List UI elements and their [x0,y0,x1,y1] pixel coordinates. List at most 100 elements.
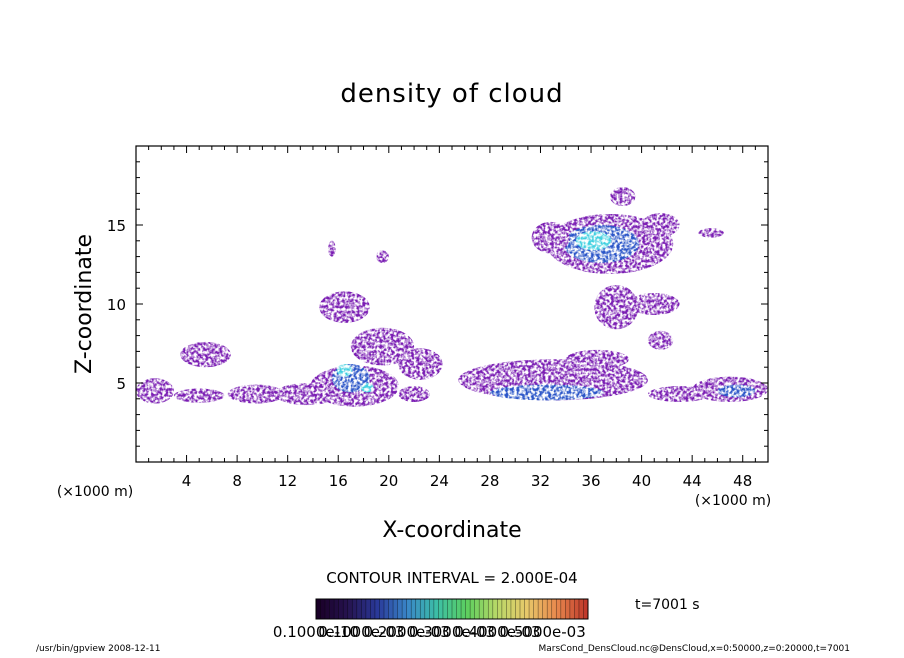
colorbar-swatch [325,599,330,619]
colorbar-swatch [406,599,412,619]
cloud-region [531,221,570,254]
colorbar-swatch [374,599,380,619]
colorbar-swatch [483,599,489,619]
colorbar-swatch [379,599,385,619]
cloud-region [641,213,680,237]
colorbar-swatch [356,599,362,619]
colorbar-swatch [488,599,494,619]
x-unit-label: (×1000 m) [695,493,771,509]
colorbar-swatch [370,599,376,619]
colorbar-label: 0.1000e-10 [273,623,359,641]
y-tick-label: 10 [107,296,126,314]
colorbar-swatch [402,599,407,619]
colorbar-label: 0.1000e-03 [318,623,404,641]
cloud-region [398,386,430,402]
cloud-region [610,187,636,207]
footer-left: /usr/bin/gpview 2008-12-11 [36,644,160,654]
cloud-region [489,384,604,401]
colorbar-swatch [492,599,498,619]
colorbar-swatch [520,599,525,619]
z-unit-label: (×1000 m) [57,484,133,500]
colorbar-swatch [447,599,453,619]
x-tick-label: 36 [581,472,600,490]
chart-title: density of cloud [340,79,563,109]
colorbar [315,599,589,619]
x-tick-label: 4 [182,472,192,490]
time-label: t=7001 s [635,597,700,613]
colorbar-frame [315,598,589,620]
colorbar-swatch [565,599,571,619]
colorbar-swatch [329,599,335,619]
colorbar-label: 0.5000e-03 [500,623,586,641]
cloud-region [328,240,336,257]
colorbar-swatch [429,599,435,619]
colorbar-swatch [574,599,580,619]
colorbar-label: 0.4000e-03 [454,623,540,641]
cloud-region [398,348,443,380]
colorbar-swatch [529,599,534,619]
x-axis-label: X-coordinate [382,518,521,543]
contour-interval: CONTOUR INTERVAL = 2.000E-04 [326,569,577,587]
cloud-region [376,250,389,263]
cloud-region [717,384,756,398]
footer-right: MarsCond_DensCloud.nc@DensCloud,x=0:5000… [539,644,851,654]
colorbar-swatch [510,599,516,619]
colorbar-swatch [316,599,321,619]
x-tick-label: 8 [232,472,242,490]
colorbar-swatch [365,599,371,619]
colorbar-swatch [515,599,521,619]
colorbar-swatch [343,599,349,619]
cloud-region [319,291,370,323]
x-tick-label: 44 [683,472,702,490]
colorbar-swatch [393,599,398,619]
x-tick-labels: 4 8 12 16 20 24 28 32 36 40 44 48 [182,472,752,490]
cloud-region [565,349,629,369]
y-axis-label: Z-coordinate [72,234,97,374]
colorbar-swatch [533,599,539,619]
colorbar-swatch [542,599,548,619]
colorbar-swatch [538,599,543,619]
x-tick-label: 28 [480,472,499,490]
axis-ticks [136,146,768,462]
colorbar-swatch [465,599,471,619]
colorbar-swatch [497,599,503,619]
colorbar-swatch [506,599,512,619]
x-tick-label: 48 [733,472,752,490]
colorbar-swatch [560,599,566,619]
colorbar-swatch [547,599,553,619]
colorbar-swatch [433,599,439,619]
colorbar-swatch [442,599,448,619]
colorbar-swatch [470,599,475,619]
colorbar-label: 0.2000e-03 [364,623,450,641]
colorbar-swatch [474,599,480,619]
x-tick-label: 24 [430,472,449,490]
colorbar-swatch [501,599,507,619]
cloud-region [575,231,612,251]
cloud-region [698,228,724,238]
colorbar-swatch [424,599,430,619]
colorbar-swatch [461,599,466,619]
colorbar-swatch [338,599,344,619]
cloud-region [594,285,639,330]
colorbar-swatch [334,599,339,619]
cloud-region [350,327,415,366]
colorbar-swatch [551,599,557,619]
colorbar-swatch [452,599,457,619]
x-tick-label: 16 [329,472,348,490]
y-tick-labels: 5 10 15 [107,217,126,393]
colorbar-swatch [415,599,421,619]
cloud-region [136,378,174,404]
cloud-density-field [136,187,768,407]
colorbar-swatch [524,599,530,619]
cloud-region [628,292,680,316]
cloud-region [180,341,231,368]
colorbar-label: 0.3000e-03 [409,623,495,641]
colorbar-swatch [578,599,584,619]
colorbar-swatch [320,599,326,619]
colorbar-swatch [352,599,358,619]
colorbar-swatch [556,599,562,619]
cloud-region [227,384,285,404]
cloud-region [360,383,374,393]
colorbar-swatch [347,599,353,619]
